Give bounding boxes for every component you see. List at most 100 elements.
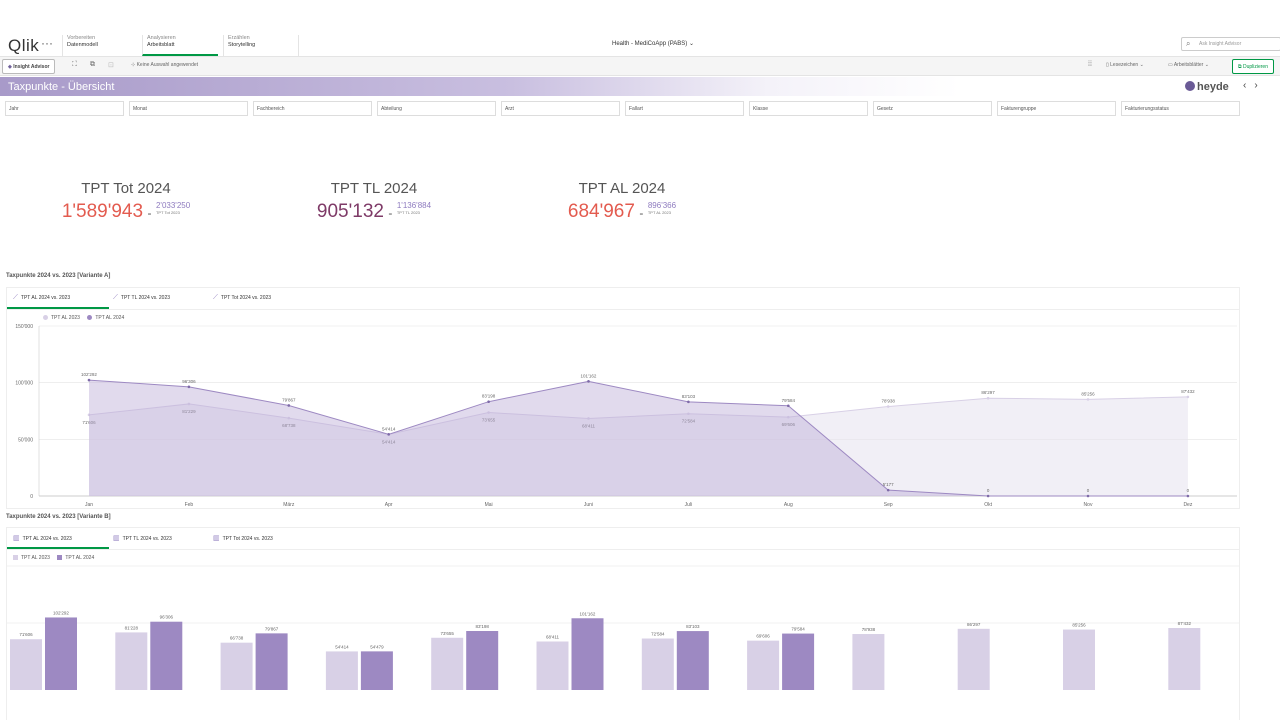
chart-a-tab-al-label: TPT AL 2024 vs. 2023	[20, 295, 71, 301]
sheet-nav: ‹›	[1243, 80, 1266, 91]
bar	[150, 621, 183, 690]
selection-tool-icon[interactable]: ⧉	[90, 61, 95, 68]
tab-analyze[interactable]: Analysieren Arbeitsblatt	[142, 35, 218, 56]
kpi-tpt-tl[interactable]: TPT TL 2024 905'132 - 1'136'884 TPT TL 20…	[284, 180, 464, 223]
data-label: 66'738	[230, 636, 244, 641]
filter-fachbereich[interactable]: Fachbereich	[253, 101, 372, 116]
sheets-label: Arbeitsblätter	[1173, 62, 1204, 68]
data-label: 85'256	[1072, 623, 1086, 628]
next-sheet-icon[interactable]: ›	[1254, 80, 1266, 91]
bar	[466, 631, 499, 690]
kpi-compare: 896'366	[647, 201, 677, 210]
kpi-tpt-al[interactable]: TPT AL 2024 684'967 - 896'366 TPT AL 2023	[532, 180, 712, 223]
filter-fakturengruppe[interactable]: Fakturengruppe	[997, 101, 1116, 116]
data-label: 79'867	[265, 626, 279, 631]
data-label: 78'938	[862, 627, 876, 632]
clear-selections-icon[interactable]: ⊡	[108, 62, 114, 69]
data-label: 69'606	[756, 634, 770, 639]
ask-placeholder: Ask Insight Advisor	[1199, 41, 1242, 47]
area-series-0	[89, 396, 1188, 496]
bar	[782, 633, 815, 690]
chart-a-tab-tl[interactable]: ⟋ TPT TL 2024 vs. 2023	[113, 294, 170, 302]
data-label: 86'297	[981, 390, 995, 395]
data-point	[886, 488, 890, 492]
kpi-compare: 1'136'884	[396, 201, 432, 210]
chart-a-tab-tot-label: TPT Tot 2024 vs. 2023	[220, 295, 272, 301]
chart-a-tab-al[interactable]: ⟋ TPT AL 2024 vs. 2023	[13, 294, 70, 302]
bar	[255, 633, 288, 690]
data-point	[187, 402, 191, 406]
data-label: 83'198	[482, 394, 496, 399]
data-label: 54'414	[382, 426, 396, 431]
legend-swatch-2024	[57, 555, 63, 560]
data-label: 101'162	[581, 373, 597, 378]
x-tick-label: Apr	[385, 502, 393, 508]
bar	[571, 618, 604, 690]
active-tab-indicator	[7, 547, 109, 549]
grid-icon[interactable]: ⁞⁞	[1088, 61, 1092, 68]
line-chart-icon: ⟋	[13, 294, 18, 301]
data-point	[1186, 395, 1190, 399]
x-tick-label: Dez	[1183, 502, 1192, 508]
chart-b-tab-tl[interactable]: ▥ TPT TL 2024 vs. 2023	[113, 534, 172, 542]
chart-a-tab-tot[interactable]: ⟋ TPT Tot 2024 vs. 2023	[213, 294, 271, 302]
filter-jahr[interactable]: Jahr	[5, 101, 124, 116]
tab-prepare-label: Vorbereiten	[67, 35, 96, 41]
chart-a-title: Taxpunkte 2024 vs. 2023 [Variante A]	[6, 273, 111, 279]
smart-search-icon[interactable]: ⛶	[72, 61, 77, 68]
duplicate-button[interactable]: ⧉ Duplizieren	[1232, 59, 1274, 74]
bookmarks-button[interactable]: ▯ Lesezeichen ⌄	[1106, 62, 1144, 68]
kpi-title: TPT AL 2024	[578, 180, 666, 197]
area-series-1	[89, 380, 1188, 496]
kpi-tpt-tot[interactable]: TPT Tot 2024 1'589'943 - 2'033'250 TPT To…	[36, 180, 216, 223]
data-point	[1086, 398, 1090, 401]
data-label: 83'103	[686, 624, 700, 629]
filter-monat[interactable]: Monat	[129, 101, 248, 116]
chart-b-tab-al[interactable]: ▥ TPT AL 2024 vs. 2023	[13, 534, 72, 542]
data-label: 72'584	[682, 419, 696, 424]
chevron-down-icon: ⌄	[1139, 62, 1144, 68]
bar-chart-icon: ▥	[213, 535, 220, 542]
data-label: 96'306	[182, 379, 196, 384]
more-menu-icon[interactable]: ···	[41, 36, 53, 50]
toolbar: ◈ Insight Advisor ⛶ ⧉ ⊡ ⊹ Keine Auswahl …	[0, 56, 1280, 76]
app-title[interactable]: Health - MediCoApp (PABS) ⌄	[612, 40, 694, 47]
chart-a-svg[interactable]: 0 50'000 100'000 150'000 Jan Feb März Apr Mai Jun…	[7, 288, 1239, 510]
chart-a-tab-tl-label: TPT TL 2024 vs. 2023	[120, 295, 171, 301]
tab-analyze-label: Analysieren	[147, 35, 176, 41]
filter-gesetz[interactable]: Gesetz	[873, 101, 992, 116]
filter-klasse[interactable]: Klasse	[749, 101, 868, 116]
kpi-value: 1'589'943	[61, 201, 144, 222]
data-label: 69'606	[782, 422, 796, 427]
filter-fallart[interactable]: Fallart	[625, 101, 744, 116]
tab-narrate[interactable]: Erzählen Storytelling	[223, 35, 299, 56]
data-label: 54'414	[335, 644, 349, 649]
bar-chart-icon: ▥	[113, 535, 120, 542]
previous-sheet-icon[interactable]: ‹	[1243, 80, 1255, 91]
data-point	[886, 405, 890, 408]
data-label: 5'177	[883, 482, 894, 487]
ask-insight-advisor-input[interactable]: ⌕ Ask Insight Advisor	[1181, 37, 1280, 51]
bar	[10, 639, 42, 690]
bar	[852, 634, 885, 690]
chart-b-svg[interactable]: 71'606 81'228 66'738 54'414 73'655 68'411 72'5…	[7, 528, 1239, 721]
tab-prepare[interactable]: Vorbereiten Datenmodell	[62, 35, 142, 56]
filter-arzt[interactable]: Arzt	[501, 101, 620, 116]
chart-b-tab-tot-label: TPT Tot 2024 vs. 2023	[222, 536, 273, 542]
sheets-icon: ▭	[1168, 62, 1174, 68]
sheets-button[interactable]: ▭ Arbeitsblätter ⌄	[1168, 62, 1209, 68]
filter-abteilung[interactable]: Abteilung	[377, 101, 496, 116]
qlik-logo[interactable]: Qlik	[8, 36, 40, 55]
y-tick-label: 50'000	[18, 437, 33, 443]
chart-b-tab-tl-label: TPT TL 2024 vs. 2023	[122, 536, 172, 542]
data-point	[687, 400, 690, 404]
chart-b-tab-tot[interactable]: ▥ TPT Tot 2024 vs. 2023	[213, 534, 273, 542]
data-point	[287, 404, 291, 407]
filter-fakturierungsstatus[interactable]: Fakturierungsstatus	[1121, 101, 1240, 116]
x-tick-label: Aug	[784, 502, 793, 508]
data-label: 68'411	[546, 634, 560, 639]
data-label: 54'414	[382, 439, 396, 444]
x-tick-label: Sep	[884, 502, 893, 508]
insight-advisor-button[interactable]: ◈ Insight Advisor	[2, 59, 56, 74]
kpi-value: 905'132	[316, 201, 384, 222]
